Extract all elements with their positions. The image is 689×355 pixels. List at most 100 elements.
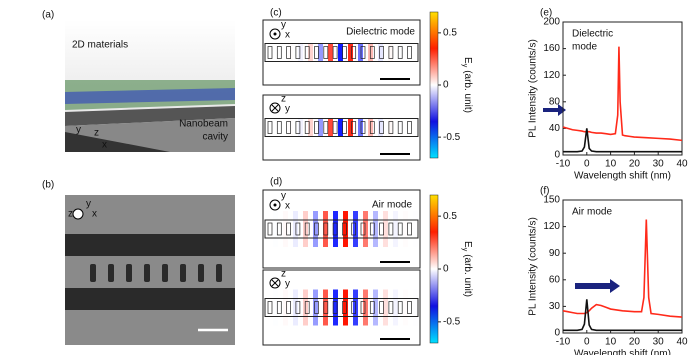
hole: [379, 301, 384, 314]
hole: [286, 46, 291, 59]
field-stripe: [373, 211, 378, 247]
colorbar-label-symbol: E: [462, 57, 473, 64]
field-stripe: [388, 211, 393, 247]
field-stripe: [373, 118, 378, 137]
field-stripe: [283, 43, 288, 62]
hole: [388, 222, 394, 236]
hole: [286, 301, 291, 314]
field-stripe: [373, 43, 378, 62]
field-stripe: [273, 211, 278, 247]
hole: [407, 46, 412, 59]
beam: [264, 219, 419, 239]
field-stripe: [383, 43, 388, 62]
label: (b): [42, 180, 54, 191]
hole: [267, 46, 273, 59]
field-stripe: [408, 118, 413, 137]
hole: [379, 121, 384, 134]
panel-a-image: [65, 20, 235, 152]
label: (c): [270, 8, 282, 19]
field-stripe: [338, 211, 343, 247]
field-stripe: [398, 118, 403, 137]
y-tick-label: 200: [543, 17, 560, 28]
field-stripe: [333, 43, 338, 62]
x-tick-label: 20: [629, 337, 641, 348]
annotation: Air mode: [572, 207, 612, 218]
label: 2D materials: [72, 40, 128, 51]
field-stripe: [318, 289, 323, 326]
series-line: [563, 128, 682, 153]
y-tick-label: 0: [554, 328, 560, 339]
field-stripe: [318, 211, 323, 247]
y-tick-label: 40: [549, 123, 561, 134]
hole: [379, 222, 384, 236]
field-stripe: [348, 211, 353, 247]
hole: [351, 46, 357, 59]
label: z: [68, 209, 73, 220]
label: x: [102, 140, 107, 151]
label: x: [285, 201, 290, 212]
hole: [342, 222, 347, 236]
arrow: [575, 279, 620, 293]
colorbar-tick-label: -0.5: [443, 316, 461, 327]
field-stripe: [318, 43, 323, 62]
hole: [295, 121, 301, 134]
field-stripe: [308, 118, 313, 137]
hole: [332, 222, 338, 236]
y-axis-label: PL Intensity (counts/s): [528, 217, 539, 316]
hole: [379, 46, 384, 59]
hole: [351, 301, 357, 314]
x-tick-label: 30: [653, 159, 665, 170]
x-tick-label: 30: [653, 337, 665, 348]
hole: [295, 222, 301, 236]
field-stripe: [408, 211, 413, 247]
field-stripe: [313, 43, 318, 62]
beam: [264, 118, 419, 137]
arrow: [543, 104, 566, 116]
series-line: [562, 46, 683, 142]
hole: [369, 301, 375, 314]
hole: [369, 46, 375, 59]
field-stripe: [358, 211, 363, 247]
x-tick-label: -10: [556, 337, 571, 348]
y-axis-label: PL Intensity (counts/s): [528, 39, 539, 138]
field-stripe: [388, 43, 393, 62]
colorbar: [429, 194, 439, 344]
field-stripe: [403, 289, 408, 326]
hole: [304, 301, 310, 314]
field-stripe: [298, 211, 303, 247]
field-stripe: [358, 118, 363, 137]
hole: [397, 46, 403, 59]
field-stripe: [328, 43, 333, 62]
label: z: [281, 269, 286, 280]
colorbar-label-subscript: y: [461, 248, 468, 252]
field-stripe: [393, 211, 398, 247]
field-stripe: [393, 43, 398, 62]
field-stripe: [363, 118, 368, 137]
panel-label: (e): [540, 8, 552, 19]
label: y: [285, 104, 290, 115]
hole: [407, 121, 412, 134]
colorbar-label: Ey (arb. unit): [461, 57, 473, 113]
field-stripe: [388, 289, 393, 326]
hole: [342, 46, 347, 59]
field-stripe: [308, 289, 313, 326]
field-stripe: [323, 43, 328, 62]
field-stripe: [268, 43, 273, 62]
hole: [351, 121, 357, 134]
field-stripe: [348, 118, 353, 137]
hole: [369, 222, 375, 236]
field-stripe: [363, 211, 368, 247]
hole: [314, 46, 319, 59]
label: Dielectric mode: [346, 27, 415, 38]
y-tick-label: 150: [543, 195, 560, 206]
hole: [388, 46, 394, 59]
hole: [267, 222, 273, 236]
field-stripe: [283, 289, 288, 326]
hole: [286, 222, 291, 236]
field-stripe: [383, 289, 388, 326]
colorbar-label-unit: (arb. unit): [462, 70, 473, 113]
label: cavity: [202, 132, 228, 143]
colorbar-label-subscript: y: [461, 64, 468, 68]
hole: [388, 121, 394, 134]
hole: [295, 301, 301, 314]
